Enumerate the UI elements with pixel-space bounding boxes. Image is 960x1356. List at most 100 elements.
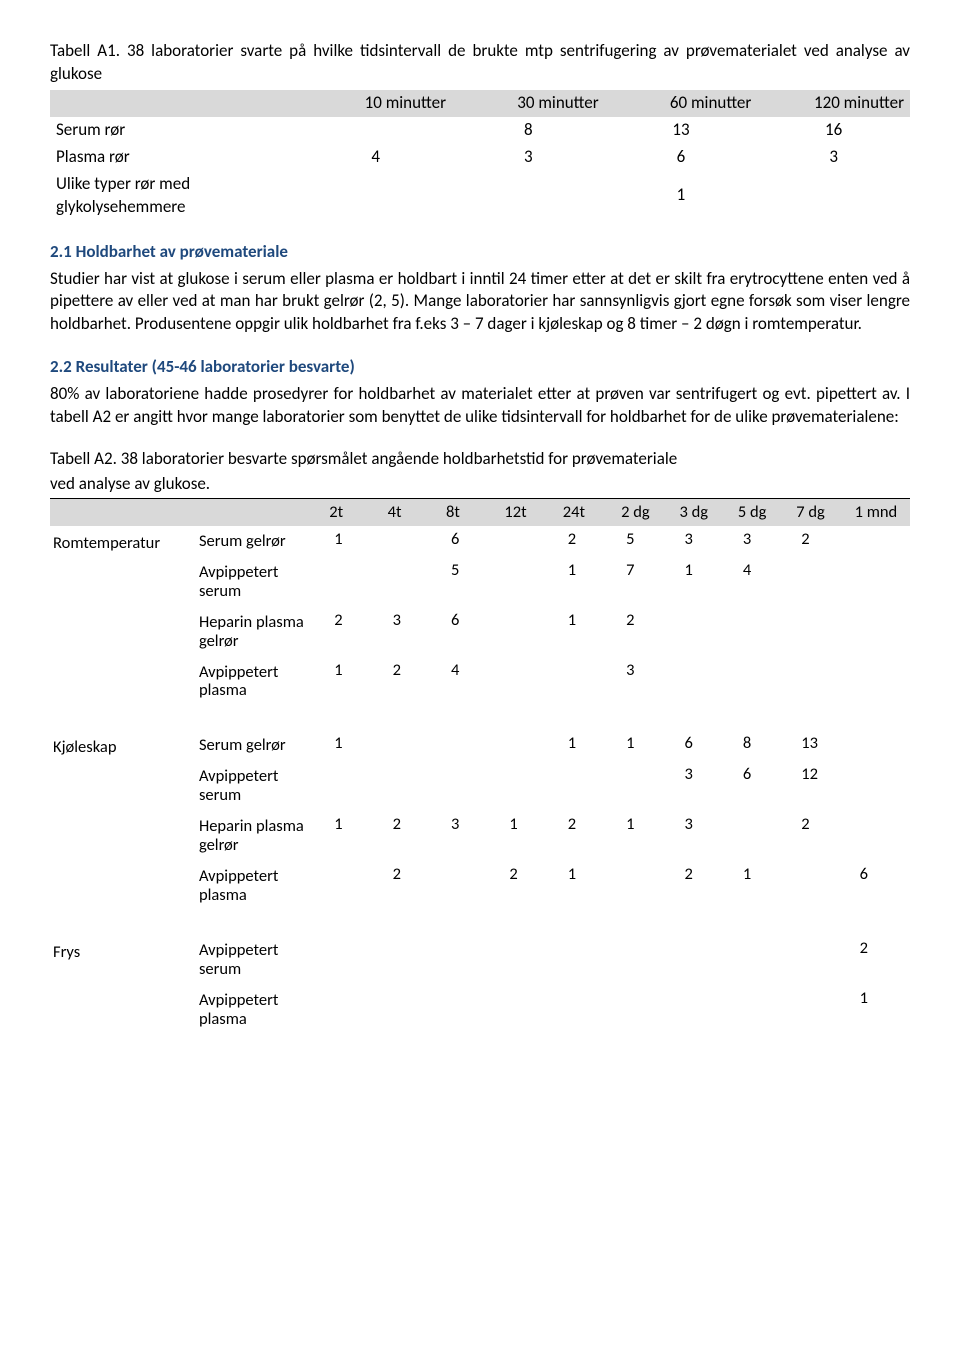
cell: 6 xyxy=(735,761,793,811)
cell xyxy=(385,557,443,607)
cell xyxy=(501,935,559,985)
cell xyxy=(299,117,452,144)
cell xyxy=(676,935,734,985)
cell: 6 xyxy=(443,526,501,557)
cell xyxy=(443,730,501,761)
row-sublabel: Avpippetert plasma xyxy=(196,985,326,1035)
cell: 3 xyxy=(676,526,734,557)
cell xyxy=(385,935,443,985)
cell xyxy=(618,935,676,985)
table-row: Heparin plasma gelrør23612 xyxy=(50,607,910,657)
cell: 2 xyxy=(560,811,618,861)
row-sublabel: Avpippetert plasma xyxy=(196,861,326,911)
cell xyxy=(501,657,559,707)
cell: 8 xyxy=(735,730,793,761)
table-row: Avpippetert serum51714 xyxy=(50,557,910,607)
table-a2: 2t 4t 8t 12t 24t 2 dg 3 dg 5 dg 7 dg 1 m… xyxy=(50,499,910,1035)
cell: 3 xyxy=(676,811,734,861)
col-5dg: 5 dg xyxy=(735,499,793,525)
table-row: Heparin plasma gelrør12312132 xyxy=(50,811,910,861)
col-3dg: 3 dg xyxy=(676,499,734,525)
row-label: Plasma rør xyxy=(50,144,299,171)
cell xyxy=(501,526,559,557)
cell xyxy=(385,985,443,1035)
table-row: Serum rør81316 xyxy=(50,117,910,144)
cell xyxy=(326,557,384,607)
cell: 1 xyxy=(605,171,758,221)
group-label: Frys xyxy=(50,935,196,985)
cell xyxy=(735,985,793,1035)
cell xyxy=(852,657,910,707)
cell: 2 xyxy=(793,811,851,861)
table-row: Avpippetert plasma1 xyxy=(50,985,910,1035)
table-a2-caption-l1: Tabell A2. 38 laboratorier besvarte spør… xyxy=(50,448,677,469)
col-7dg: 7 dg xyxy=(793,499,851,525)
cell: 1 xyxy=(326,657,384,707)
cell: 6 xyxy=(605,144,758,171)
cell: 1 xyxy=(326,811,384,861)
cell: 4 xyxy=(299,144,452,171)
row-label: Serum rør xyxy=(50,117,299,144)
cell: 1 xyxy=(326,730,384,761)
cell: 3 xyxy=(676,761,734,811)
cell: 3 xyxy=(618,657,676,707)
cell: 6 xyxy=(676,730,734,761)
table-row: RomtemperaturSerum gelrør1625332 xyxy=(50,526,910,557)
table-a2-group: RomtemperaturSerum gelrør1625332Avpippet… xyxy=(50,526,910,707)
cell xyxy=(618,985,676,1035)
table-row: Avpippetert plasma221216 xyxy=(50,861,910,911)
group-label: Kjøleskap xyxy=(50,730,196,761)
col-2dg: 2 dg xyxy=(618,499,676,525)
cell xyxy=(326,985,384,1035)
cell xyxy=(560,761,618,811)
cell: 2 xyxy=(326,607,384,657)
cell xyxy=(735,811,793,861)
table-row: Plasma rør4363 xyxy=(50,144,910,171)
row-sublabel: Serum gelrør xyxy=(196,730,326,761)
cell xyxy=(852,557,910,607)
row-sublabel: Avpippetert serum xyxy=(196,557,326,607)
table-row: Ulike typer rør med glykolysehemmere1 xyxy=(50,171,910,221)
cell xyxy=(385,526,443,557)
cell xyxy=(735,935,793,985)
cell xyxy=(560,657,618,707)
cell xyxy=(793,861,851,911)
group-label xyxy=(50,761,196,811)
table-a2-caption: Tabell A2. 38 laboratorier besvarte spør… xyxy=(50,447,910,499)
cell: 6 xyxy=(443,607,501,657)
cell xyxy=(735,607,793,657)
table-a1: 10 minutter 30 minutter 60 minutter 120 … xyxy=(50,90,910,221)
col-120min: 120 minutter xyxy=(757,90,910,117)
cell: 2 xyxy=(560,526,618,557)
cell xyxy=(560,935,618,985)
cell: 1 xyxy=(560,557,618,607)
row-sublabel: Heparin plasma gelrør xyxy=(196,607,326,657)
col-4t: 4t xyxy=(385,499,443,525)
group-label xyxy=(50,607,196,657)
cell: 2 xyxy=(793,526,851,557)
cell: 4 xyxy=(443,657,501,707)
cell xyxy=(501,985,559,1035)
cell: 1 xyxy=(560,861,618,911)
cell xyxy=(560,985,618,1035)
cell: 3 xyxy=(452,144,605,171)
cell xyxy=(385,730,443,761)
group-label: Romtemperatur xyxy=(50,526,196,557)
cell: 3 xyxy=(385,607,443,657)
col-60min: 60 minutter xyxy=(605,90,758,117)
cell xyxy=(443,761,501,811)
group-label xyxy=(50,861,196,911)
cell xyxy=(676,607,734,657)
cell xyxy=(793,985,851,1035)
heading-2-1: 2.1 Holdbarhet av prøvemateriale xyxy=(50,241,910,264)
cell xyxy=(326,861,384,911)
cell xyxy=(793,657,851,707)
cell: 7 xyxy=(618,557,676,607)
cell xyxy=(501,607,559,657)
cell: 3 xyxy=(735,526,793,557)
col-2t: 2t xyxy=(326,499,384,525)
table-a2-header-row: 2t 4t 8t 12t 24t 2 dg 3 dg 5 dg 7 dg 1 m… xyxy=(50,499,910,525)
cell xyxy=(735,657,793,707)
cell xyxy=(852,526,910,557)
body-2-2: 80% av laboratoriene hadde prosedyrer fo… xyxy=(50,383,910,429)
